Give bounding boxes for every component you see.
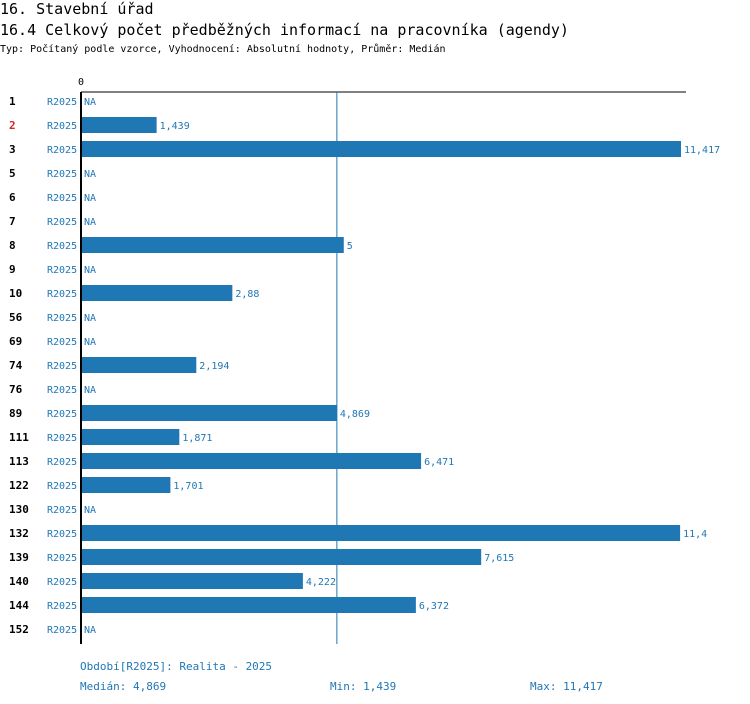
- series-label: R2025: [47, 193, 77, 204]
- series-label: R2025: [47, 433, 77, 444]
- bar: [81, 405, 337, 421]
- data-label: NA: [84, 625, 96, 636]
- category-label: 132: [9, 527, 29, 540]
- data-label: NA: [84, 337, 96, 348]
- page-title: 16. Stavební úřad: [0, 0, 154, 18]
- x-axis-zero-label: 0: [78, 77, 84, 88]
- data-label: NA: [84, 505, 96, 516]
- bar: [81, 429, 180, 445]
- data-label: 5: [347, 241, 353, 252]
- footer-period: Období[R2025]: Realita - 2025: [80, 660, 273, 673]
- category-label: 140: [9, 575, 29, 588]
- series-label: R2025: [47, 577, 77, 588]
- bar: [81, 117, 157, 133]
- category-label: 74: [9, 359, 23, 372]
- data-label: NA: [84, 193, 96, 204]
- data-label: 6,372: [419, 601, 449, 612]
- bar: [81, 237, 344, 253]
- data-label: NA: [84, 217, 96, 228]
- series-label: R2025: [47, 529, 77, 540]
- category-label: 6: [9, 191, 16, 204]
- category-label: 144: [9, 599, 29, 612]
- category-label: 2: [9, 119, 16, 132]
- data-label: NA: [84, 385, 96, 396]
- bar: [81, 477, 171, 493]
- data-label: 1,701: [173, 481, 203, 492]
- category-label: 10: [9, 287, 22, 300]
- series-label: R2025: [47, 289, 77, 300]
- footer-min: Min: 1,439: [330, 680, 397, 693]
- category-label: 1: [9, 95, 16, 108]
- category-label: 7: [9, 215, 16, 228]
- data-label: 4,222: [306, 577, 336, 588]
- footer-median: Medián: 4,869: [80, 680, 167, 693]
- series-label: R2025: [47, 169, 77, 180]
- data-label: 6,471: [424, 457, 454, 468]
- series-label: R2025: [47, 625, 77, 636]
- bar: [81, 573, 303, 589]
- series-label: R2025: [47, 553, 77, 564]
- series-label: R2025: [47, 409, 77, 420]
- bar: [81, 597, 416, 613]
- series-label: R2025: [47, 361, 77, 372]
- series-label: R2025: [47, 265, 77, 276]
- category-label: 130: [9, 503, 29, 516]
- data-label: 1,871: [182, 433, 212, 444]
- series-label: R2025: [47, 313, 77, 324]
- category-label: 8: [9, 239, 16, 252]
- chart-title: 16.4 Celkový počet předběžných informací…: [0, 21, 569, 39]
- data-label: 11,4: [683, 529, 707, 540]
- data-label: 11,417: [684, 145, 720, 156]
- series-label: R2025: [47, 337, 77, 348]
- bar: [81, 285, 233, 301]
- data-label: 2,88: [235, 289, 259, 300]
- bar: [81, 453, 422, 469]
- category-label: 89: [9, 407, 22, 420]
- bar: [81, 549, 482, 565]
- chart-info: Typ: Počítaný podle vzorce, Vyhodnocení:…: [0, 44, 446, 55]
- series-label: R2025: [47, 481, 77, 492]
- series-label: R2025: [47, 601, 77, 612]
- category-label: 139: [9, 551, 29, 564]
- category-label: 113: [9, 455, 29, 468]
- data-label: NA: [84, 169, 96, 180]
- series-label: R2025: [47, 385, 77, 396]
- category-label: 111: [9, 431, 29, 444]
- series-label: R2025: [47, 145, 77, 156]
- category-label: 56: [9, 311, 23, 324]
- series-label: R2025: [47, 505, 77, 516]
- bar: [81, 525, 681, 541]
- category-label: 69: [9, 335, 22, 348]
- data-label: NA: [84, 265, 96, 276]
- series-label: R2025: [47, 241, 77, 252]
- category-label: 152: [9, 623, 29, 636]
- series-label: R2025: [47, 217, 77, 228]
- category-label: 5: [9, 167, 16, 180]
- bar: [81, 141, 681, 157]
- data-label: NA: [84, 313, 96, 324]
- data-label: 2,194: [199, 361, 229, 372]
- category-label: 76: [9, 383, 23, 396]
- footer-max: Max: 11,417: [530, 680, 603, 693]
- data-label: 7,615: [484, 553, 514, 564]
- data-label: 1,439: [160, 121, 190, 132]
- category-label: 122: [9, 479, 29, 492]
- category-label: 9: [9, 263, 16, 276]
- series-label: R2025: [47, 97, 77, 108]
- data-label: NA: [84, 97, 96, 108]
- bar: [81, 357, 197, 373]
- data-label: 4,869: [340, 409, 370, 420]
- category-label: 3: [9, 143, 16, 156]
- series-label: R2025: [47, 121, 77, 132]
- series-label: R2025: [47, 457, 77, 468]
